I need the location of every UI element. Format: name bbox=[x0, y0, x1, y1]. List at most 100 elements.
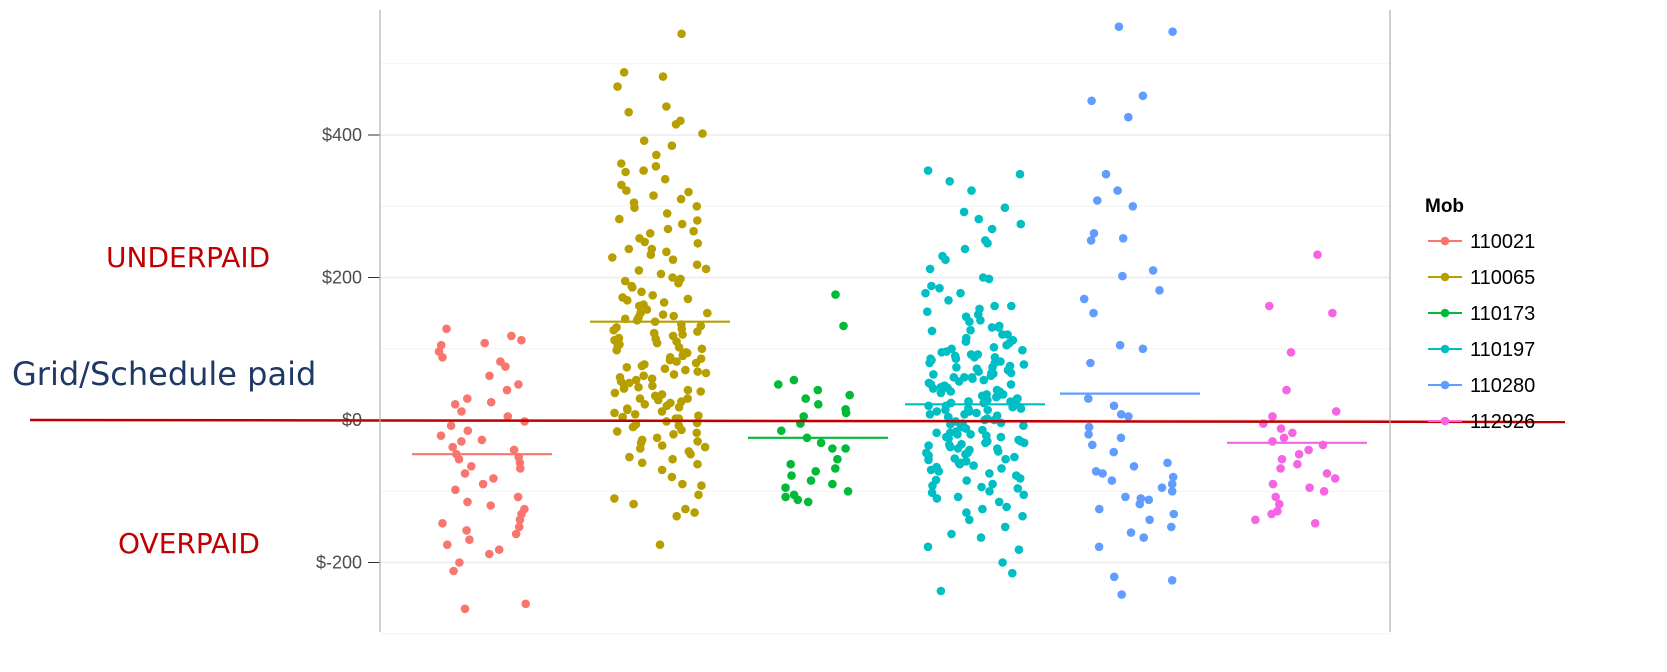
data-point-110197 bbox=[995, 390, 1005, 399]
data-point-110065 bbox=[634, 382, 643, 392]
data-point-110173 bbox=[831, 290, 840, 299]
data-point-110065 bbox=[693, 459, 702, 469]
data-point-110065 bbox=[683, 385, 693, 395]
data-point-110197 bbox=[932, 407, 942, 416]
data-point-110280 bbox=[1113, 186, 1122, 195]
data-point-110197 bbox=[959, 207, 969, 217]
data-point-110065 bbox=[648, 291, 657, 300]
data-point-112926 bbox=[1275, 499, 1284, 509]
data-point-110197 bbox=[996, 432, 1006, 442]
y-tick-label: $-200 bbox=[316, 553, 362, 573]
data-point-110197 bbox=[946, 387, 956, 396]
data-point-110065 bbox=[692, 260, 702, 270]
data-point-110197 bbox=[1006, 368, 1016, 378]
data-point-110065 bbox=[672, 511, 681, 521]
data-point-110197 bbox=[950, 351, 960, 361]
data-point-110173 bbox=[777, 426, 786, 436]
data-point-112926 bbox=[1304, 445, 1313, 455]
data-point-110065 bbox=[639, 166, 648, 175]
data-point-110197 bbox=[932, 428, 941, 438]
data-point-110173 bbox=[799, 412, 808, 421]
data-point-110065 bbox=[629, 499, 638, 509]
data-point-110280 bbox=[1079, 294, 1089, 304]
data-point-110280 bbox=[1084, 422, 1094, 432]
data-point-110065 bbox=[668, 454, 677, 464]
data-point-110197 bbox=[932, 462, 941, 472]
data-point-110065 bbox=[617, 159, 626, 168]
data-point-110280 bbox=[1084, 394, 1093, 403]
data-point-110197 bbox=[987, 224, 997, 234]
data-point-110197 bbox=[989, 343, 999, 352]
data-point-110065 bbox=[610, 494, 619, 503]
data-point-110065 bbox=[676, 194, 686, 204]
data-point-110065 bbox=[652, 150, 661, 160]
data-point-110065 bbox=[696, 387, 705, 396]
data-point-110197 bbox=[925, 264, 935, 274]
data-point-110065 bbox=[613, 82, 622, 91]
data-point-110280 bbox=[1148, 266, 1158, 275]
data-point-110065 bbox=[640, 237, 649, 247]
data-point-110021 bbox=[436, 431, 446, 441]
data-point-110280 bbox=[1089, 229, 1099, 238]
data-point-110065 bbox=[701, 368, 711, 378]
data-point-110197 bbox=[1013, 484, 1023, 493]
data-point-112926 bbox=[1294, 449, 1304, 459]
data-point-110197 bbox=[965, 515, 974, 525]
data-point-110197 bbox=[965, 317, 974, 327]
data-point-110021 bbox=[442, 324, 451, 334]
data-point-110065 bbox=[694, 411, 703, 421]
data-point-112926 bbox=[1268, 437, 1277, 446]
data-point-110065 bbox=[639, 300, 648, 309]
data-point-110197 bbox=[926, 380, 936, 389]
zero-reference-line bbox=[29, 418, 1566, 424]
data-point-112926 bbox=[1265, 301, 1274, 311]
data-point-110280 bbox=[1139, 533, 1148, 542]
data-point-110197 bbox=[1015, 169, 1025, 179]
data-point-110197 bbox=[1002, 502, 1011, 512]
data-point-110021 bbox=[438, 519, 447, 528]
data-point-110280 bbox=[1157, 483, 1167, 493]
data-point-112926 bbox=[1279, 433, 1289, 443]
legend-key-dot bbox=[1440, 308, 1450, 318]
legend-key-dot bbox=[1440, 380, 1450, 390]
data-point-110065 bbox=[620, 276, 630, 286]
legend-item: 110280 bbox=[1428, 375, 1535, 397]
data-point-110280 bbox=[1107, 476, 1117, 485]
data-point-110173 bbox=[841, 444, 850, 453]
data-point-110280 bbox=[1089, 308, 1098, 318]
annotations: UNDERPAID Grid/Schedule paid OVERPAID bbox=[12, 241, 316, 560]
data-point-110197 bbox=[969, 461, 978, 470]
legend-label: 110065 bbox=[1470, 267, 1535, 289]
data-point-112926 bbox=[1305, 483, 1314, 493]
data-point-110065 bbox=[624, 244, 634, 254]
data-point-112926 bbox=[1313, 250, 1322, 259]
data-point-110197 bbox=[982, 390, 991, 399]
data-point-110280 bbox=[1138, 344, 1148, 354]
data-point-110197 bbox=[953, 430, 962, 439]
data-point-110197 bbox=[973, 310, 983, 319]
y-tick-label: $200 bbox=[322, 268, 362, 288]
legend-item: 110197 bbox=[1428, 339, 1535, 361]
legend-label: 112926 bbox=[1470, 411, 1535, 433]
data-point-110065 bbox=[665, 355, 675, 365]
data-point-110065 bbox=[667, 472, 677, 482]
data-point-110021 bbox=[467, 462, 476, 471]
data-point-110197 bbox=[936, 586, 946, 596]
data-point-110065 bbox=[617, 180, 626, 190]
data-point-110197 bbox=[997, 464, 1006, 473]
data-point-110021 bbox=[509, 445, 519, 455]
data-point-110197 bbox=[925, 410, 935, 419]
data-point-110197 bbox=[966, 430, 975, 439]
data-point-110065 bbox=[694, 490, 703, 500]
data-point-110280 bbox=[1115, 340, 1125, 350]
data-point-110280 bbox=[1114, 22, 1124, 32]
legend-item: 112926 bbox=[1428, 411, 1535, 433]
data-point-110065 bbox=[667, 141, 677, 150]
data-point-110021 bbox=[513, 492, 523, 502]
data-point-110197 bbox=[1015, 474, 1025, 483]
data-point-110173 bbox=[831, 464, 840, 473]
data-point-110021 bbox=[517, 335, 526, 345]
data-point-110065 bbox=[697, 344, 707, 354]
data-point-110280 bbox=[1109, 572, 1119, 582]
